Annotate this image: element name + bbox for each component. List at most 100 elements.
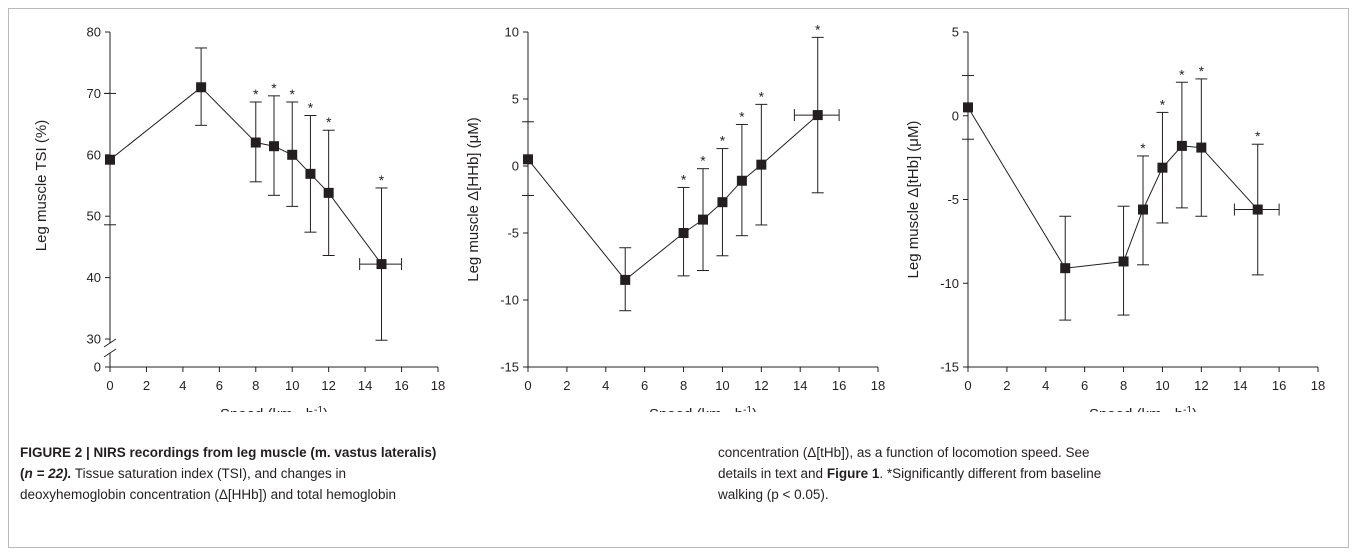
series-line <box>527 114 819 281</box>
data-point <box>250 137 261 148</box>
x-tick-label: 12 <box>754 378 768 393</box>
y-axis-label: Leg muscle Δ[tHb] (μM) <box>905 121 922 279</box>
data-point <box>1157 162 1168 173</box>
data-point <box>678 228 689 238</box>
caption-line-5-post: . *Significantly different from baseline <box>879 466 1102 481</box>
figure-caption-right: concentration (Δ[tHb]), as a function of… <box>718 442 1318 505</box>
series-line <box>109 86 382 265</box>
x-tick-label: 8 <box>680 378 687 393</box>
significance-marker: * <box>739 108 745 124</box>
x-axis-label: Speed (km · h-1) <box>220 405 328 412</box>
y-tick-label: 10 <box>505 25 519 40</box>
chart-thb: -15 -10 -5 0 5 0 2 4 6 8 10 12 14 16 18 Speed (km · h-1… <box>905 25 1325 413</box>
x-tick-label: 6 <box>1081 378 1088 393</box>
data-point <box>756 159 767 170</box>
figure-caption-left: FIGURE 2 | NIRS recordings from leg musc… <box>20 442 620 505</box>
significance-marker: * <box>308 100 314 116</box>
significance-marker: * <box>326 114 332 130</box>
y-tick-label: -15 <box>940 360 959 375</box>
caption-line-3: deoxyhemoglobin concentration (Δ[HHb]) a… <box>20 487 396 502</box>
x-tick-label: 4 <box>1042 378 1049 393</box>
data-point <box>323 187 334 198</box>
y-tick-label: 0 <box>512 159 519 174</box>
x-tick-label: 0 <box>106 378 113 393</box>
significance-marker: * <box>1179 66 1185 82</box>
caption-line-5: details in text and Figure 1. *Significa… <box>718 463 1318 484</box>
chart-tsi: 0 30 40 50 60 70 80 0 2 4 6 8 10 12 14 16 18 Speed (km · … <box>33 25 445 413</box>
significance-marker: * <box>379 172 385 188</box>
significance-marker: * <box>700 153 706 169</box>
data-point <box>620 274 631 285</box>
caption-figure-ref: Figure 1 <box>826 466 880 481</box>
data-point <box>698 214 708 225</box>
x-tick-label: 2 <box>563 378 570 393</box>
significance-marker: * <box>1255 128 1261 144</box>
x-tick-label: 12 <box>1194 378 1208 393</box>
data-point <box>523 154 533 165</box>
y-axis-label: Leg muscle TSI (%) <box>33 120 50 251</box>
x-tick-label: 16 <box>1272 378 1286 393</box>
y-tick-label: 30 <box>87 332 101 347</box>
y-tick-label: -10 <box>500 293 519 308</box>
x-tick-label: 16 <box>832 378 846 393</box>
x-tick-label: 18 <box>871 378 885 393</box>
y-axis-break-mark <box>103 338 117 348</box>
y-tick-label: 60 <box>87 147 101 162</box>
x-tick-label: 12 <box>321 378 335 393</box>
data-point <box>376 259 387 270</box>
data-point <box>812 110 823 121</box>
x-tick-label: 0 <box>964 378 971 393</box>
x-tick-label: 2 <box>1003 378 1010 393</box>
y-tick-label: -10 <box>940 276 959 291</box>
y-tick-label: 40 <box>87 270 101 285</box>
data-point <box>196 82 207 93</box>
x-tick-label: 6 <box>641 378 648 393</box>
x-tick-label: 14 <box>793 378 807 393</box>
data-point <box>1138 204 1148 215</box>
x-tick-label: 6 <box>216 378 223 393</box>
caption-line-2-text: Tissue saturation index (TSI), and chang… <box>74 466 347 481</box>
y-tick-label: -15 <box>500 360 519 375</box>
y-tick-label: 70 <box>87 86 101 101</box>
data-point <box>1252 204 1263 215</box>
data-point <box>1060 263 1071 274</box>
caption-n-open: ( <box>20 466 25 481</box>
significance-marker: * <box>759 88 765 104</box>
y-tick-label: 80 <box>87 25 101 40</box>
y-tick-label: 5 <box>952 25 959 40</box>
x-tick-label: 4 <box>179 378 186 393</box>
data-point <box>736 175 747 186</box>
x-tick-label: 4 <box>602 378 609 393</box>
data-point <box>1176 140 1187 151</box>
caption-line-5-pre: details in text and <box>718 466 827 481</box>
data-point <box>1196 142 1207 153</box>
x-tick-label: 0 <box>524 378 531 393</box>
x-axis-label: Speed (km · h-1) <box>1089 405 1197 412</box>
significance-marker: * <box>1160 96 1166 112</box>
caption-line-1: FIGURE 2 | NIRS recordings from leg musc… <box>20 442 620 463</box>
significance-marker: * <box>720 133 726 149</box>
x-tick-label: 2 <box>143 378 150 393</box>
y-tick-label: 0 <box>952 108 959 123</box>
data-point <box>963 102 973 113</box>
x-tick-label: 16 <box>394 378 408 393</box>
data-point <box>287 149 298 160</box>
data-point <box>717 197 728 208</box>
x-tick-label: 14 <box>358 378 372 393</box>
x-tick-label: 18 <box>1311 378 1325 393</box>
chart-hhb: -15 -10 -5 0 5 10 0 2 4 6 8 10 12 14 16 18 Speed (km · h… <box>465 21 885 412</box>
significance-marker: * <box>253 86 259 102</box>
data-point <box>105 154 115 165</box>
x-tick-label: 10 <box>1155 378 1169 393</box>
x-tick-label: 18 <box>431 378 445 393</box>
y-tick-label: 5 <box>512 92 519 107</box>
x-tick-label: 8 <box>252 378 259 393</box>
y-tick-label: -5 <box>947 192 959 207</box>
y-axis-label: Leg muscle Δ[HHb] (μM) <box>465 117 482 282</box>
data-point <box>305 168 316 179</box>
x-tick-label: 14 <box>1233 378 1247 393</box>
caption-line-4: concentration (Δ[tHb]), as a function of… <box>718 445 1090 460</box>
figure-frame <box>8 8 1349 548</box>
series-line <box>967 107 1259 269</box>
significance-marker: * <box>271 80 277 96</box>
